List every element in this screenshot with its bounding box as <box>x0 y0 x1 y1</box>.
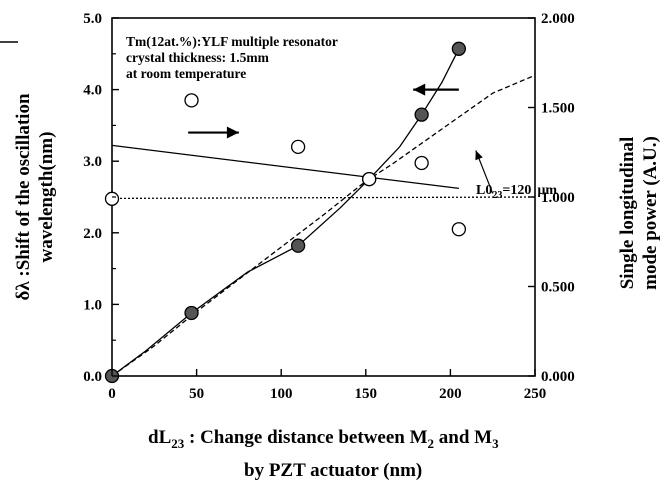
wavelength-shift-point-1 <box>184 305 199 321</box>
right-y-axis-label-line-1: Single longitudinal <box>617 137 638 290</box>
curve-solid-0 <box>111 48 460 377</box>
curve-dashed-3 <box>111 74 536 377</box>
arrows <box>188 83 494 194</box>
curves <box>111 48 536 377</box>
right-y-tick-label-0.500: 0.500 <box>541 280 575 296</box>
cavity-length-subscript: 23 <box>492 190 502 201</box>
mode-power-point-3 <box>362 171 377 187</box>
ticks <box>111 17 536 377</box>
left-y-tick-label-0.0: 0.0 <box>83 369 102 385</box>
x-tick-label-100: 100 <box>270 386 293 402</box>
tick-labels: 0 50 100 150 200 250 0.0 1.0 2.0 3.0 4.0 5.0 0.000 0.… <box>83 11 575 402</box>
x-axis-label-subscript-m2: 2 <box>428 436 435 451</box>
annotation-line-1: Tm(12at.%):YLF multiple resonator <box>126 34 338 49</box>
right-y-tick-label-1.000: 1.000 <box>541 190 575 206</box>
x-axis-label-subscript-m3: 3 <box>492 436 499 451</box>
left-y-tick-label-2.0: 2.0 <box>83 226 102 242</box>
left-y-tick-label-1.0: 1.0 <box>83 297 102 313</box>
mode-power-point-5 <box>451 222 467 237</box>
x-axis-label-and: and M <box>434 427 492 448</box>
wavelength-shift-point-5 <box>451 41 467 56</box>
x-axis-label: dL23 : Change distance between M2 and M3 <box>148 427 499 451</box>
right-y-tick-label-1.500: 1.500 <box>541 101 575 117</box>
x-axis-label-subscript: 23 <box>171 436 185 451</box>
x-tick-label-0: 0 <box>108 386 116 402</box>
arrow-up-left-head <box>475 150 483 161</box>
x-axis-label-text: : Change distance between M <box>184 427 427 448</box>
x-tick-label-250: 250 <box>524 386 547 402</box>
data-markers <box>104 41 467 384</box>
curve-solid-1 <box>111 144 459 190</box>
mode-power-point-1 <box>184 93 199 108</box>
left-y-tick-label-3.0: 3.0 <box>83 154 102 170</box>
x-axis-label-symbol: dL <box>148 427 171 448</box>
cavity-length-label: L023=120 µm <box>476 183 557 201</box>
arrow-left-head <box>413 83 426 96</box>
left-y-axis-label-line-1: δλ :Shift of the oscillation <box>13 93 34 301</box>
wavelength-shift-point-4 <box>414 107 429 122</box>
annotation-line-2: crystal thickness: 1.5mm <box>126 50 270 65</box>
curve-dotted-2 <box>111 196 536 200</box>
wavelength-shift-point-2 <box>290 238 306 253</box>
cavity-length-value: =120 <box>502 183 531 198</box>
right-y-axis-label-line-2: mode power (A.U.) <box>640 136 661 290</box>
annotation-line-3: at room temperature <box>126 66 246 81</box>
x-tick-label-50: 50 <box>189 386 204 402</box>
left-y-tick-label-4.0: 4.0 <box>83 83 102 99</box>
left-y-tick-label-5.0: 5.0 <box>83 11 102 27</box>
arrow-right-head <box>226 126 239 139</box>
mode-power-point-2 <box>290 139 306 155</box>
right-y-tick-label-2.000: 2.000 <box>541 11 575 27</box>
x-tick-label-200: 200 <box>439 386 462 402</box>
x-axis-label-line-2: by PZT actuator (nm) <box>244 460 422 481</box>
cavity-length-unit: µm <box>537 183 557 198</box>
x-tick-label-150: 150 <box>355 386 378 402</box>
right-y-tick-label-0.000: 0.000 <box>541 369 575 385</box>
left-y-axis-label-line-2: wavelength(nm) <box>36 132 57 263</box>
mode-power-point-4 <box>414 155 429 171</box>
mode-power-point-0 <box>104 191 120 206</box>
cavity-length-symbol: L0 <box>476 183 492 198</box>
